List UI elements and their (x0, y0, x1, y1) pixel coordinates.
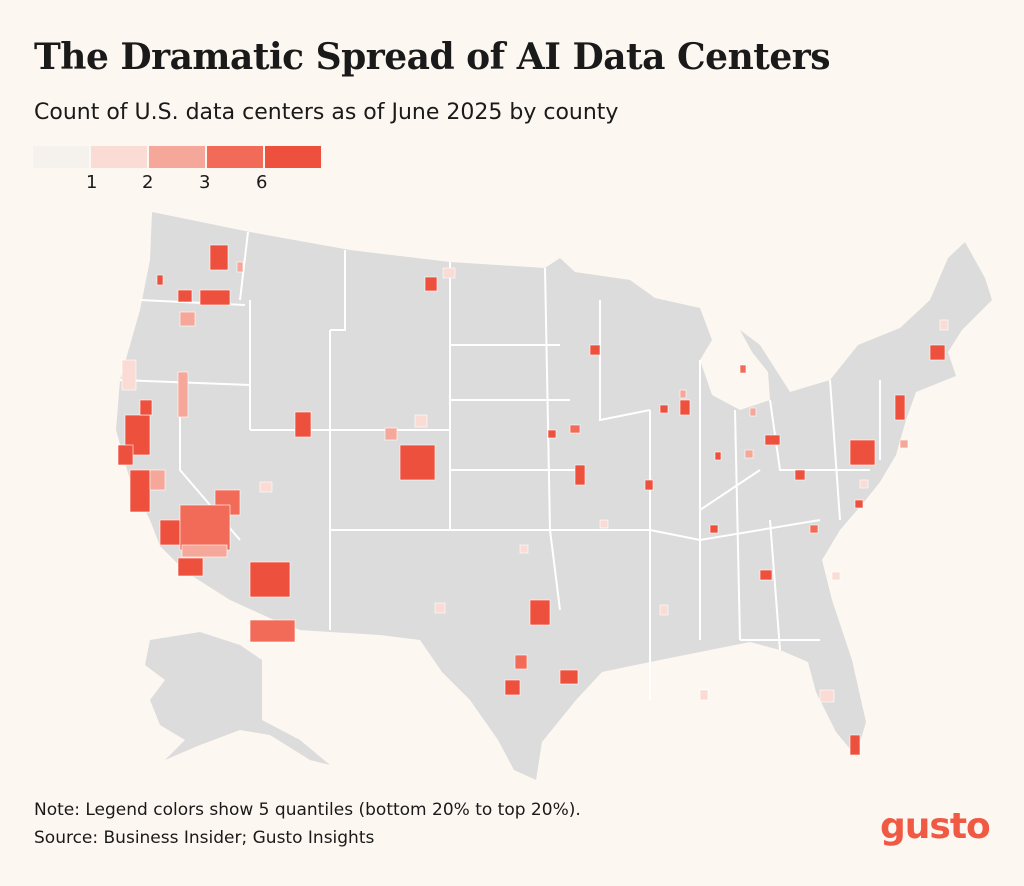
county-hotspot (129, 469, 151, 513)
state-border (734, 409, 741, 641)
county-hotspot (156, 274, 164, 286)
county-hotspot (589, 344, 601, 356)
county-hotspot (709, 524, 719, 534)
county-hotspot (504, 679, 521, 696)
legend-swatch-q3 (149, 146, 205, 168)
county-hotspot (519, 544, 529, 554)
county-hotspot (209, 244, 229, 271)
county-hotspot (177, 371, 189, 418)
contiguous-us-shape (116, 212, 992, 780)
county-hotspot (819, 689, 835, 703)
county-hotspot (424, 276, 438, 292)
county-hotspot (159, 519, 181, 546)
county-hotspot (177, 289, 193, 303)
legend-break-label: 3 (199, 172, 211, 193)
county-hotspot (929, 344, 946, 361)
state-border (544, 267, 561, 611)
county-hotspot (149, 469, 166, 491)
county-hotspot (569, 424, 581, 434)
county-hotspot (181, 544, 228, 558)
county-hotspot (849, 439, 876, 466)
county-hotspot (442, 267, 456, 279)
legend (33, 146, 323, 168)
county-hotspot (384, 427, 398, 441)
alaska-shape (145, 632, 330, 765)
chart-title: The Dramatic Spread of AI Data Centers (34, 36, 831, 78)
county-hotspot (939, 319, 949, 331)
county-hotspot (139, 399, 153, 416)
county-hotspot (899, 439, 909, 449)
county-hotspot (859, 479, 869, 489)
legend-break-label: 1 (86, 172, 98, 193)
legend-swatch-q2 (91, 146, 147, 168)
legend-swatch-q4 (207, 146, 263, 168)
county-hotspot (679, 399, 691, 416)
chart-subtitle: Count of U.S. data centers as of June 20… (34, 100, 619, 125)
county-hotspot (744, 449, 754, 459)
county-hotspot (117, 444, 134, 466)
county-hotspot (249, 561, 291, 598)
legend-swatch-q1 (33, 146, 89, 168)
county-hotspot (739, 364, 747, 374)
gusto-logo: gusto (880, 806, 991, 847)
county-hotspot (894, 394, 906, 421)
county-hotspot (659, 604, 669, 616)
county-hotspot (514, 654, 528, 670)
county-hotspot (699, 689, 709, 701)
county-hotspot (574, 464, 586, 486)
county-hotspot (849, 734, 861, 756)
county-hotspot (559, 669, 579, 685)
county-hotspot (599, 519, 609, 529)
county-hotspot (679, 389, 687, 399)
state-border (330, 250, 346, 331)
county-hotspot (714, 451, 722, 461)
county-hotspot (764, 434, 781, 446)
source-text: Source: Business Insider; Gusto Insights (34, 828, 375, 848)
county-hotspot (529, 599, 551, 626)
state-border (829, 379, 841, 521)
state-border (599, 300, 651, 422)
note-text: Note: Legend colors show 5 quantiles (bo… (34, 800, 581, 820)
legend-swatch-q5 (265, 146, 321, 168)
county-hotspot (749, 407, 757, 417)
county-hotspot (434, 602, 446, 614)
county-hotspot (399, 444, 436, 481)
county-hotspot (121, 359, 137, 391)
state-border (239, 231, 249, 301)
county-hotspot (547, 429, 557, 439)
county-hotspot (809, 524, 819, 534)
legend-break-label: 6 (256, 172, 268, 193)
county-hotspot (177, 557, 204, 577)
county-hotspot (414, 414, 428, 428)
state-border (699, 469, 761, 511)
state-border (769, 399, 870, 471)
county-hotspot (236, 261, 244, 273)
state-border (649, 519, 821, 542)
county-hotspot (831, 571, 841, 581)
county-hotspot (659, 404, 669, 414)
county-hotspot (179, 311, 196, 327)
legend-break-label: 2 (142, 172, 154, 193)
county-hotspot (259, 481, 273, 493)
county-hotspot (854, 499, 864, 509)
county-hotspot (759, 569, 773, 581)
county-hotspot (179, 504, 231, 551)
county-hotspot (644, 479, 654, 491)
county-hotspot (294, 411, 312, 438)
county-hotspot (249, 619, 296, 643)
county-hotspot (794, 469, 806, 481)
county-hotspot (199, 289, 231, 306)
state-border (769, 519, 781, 651)
